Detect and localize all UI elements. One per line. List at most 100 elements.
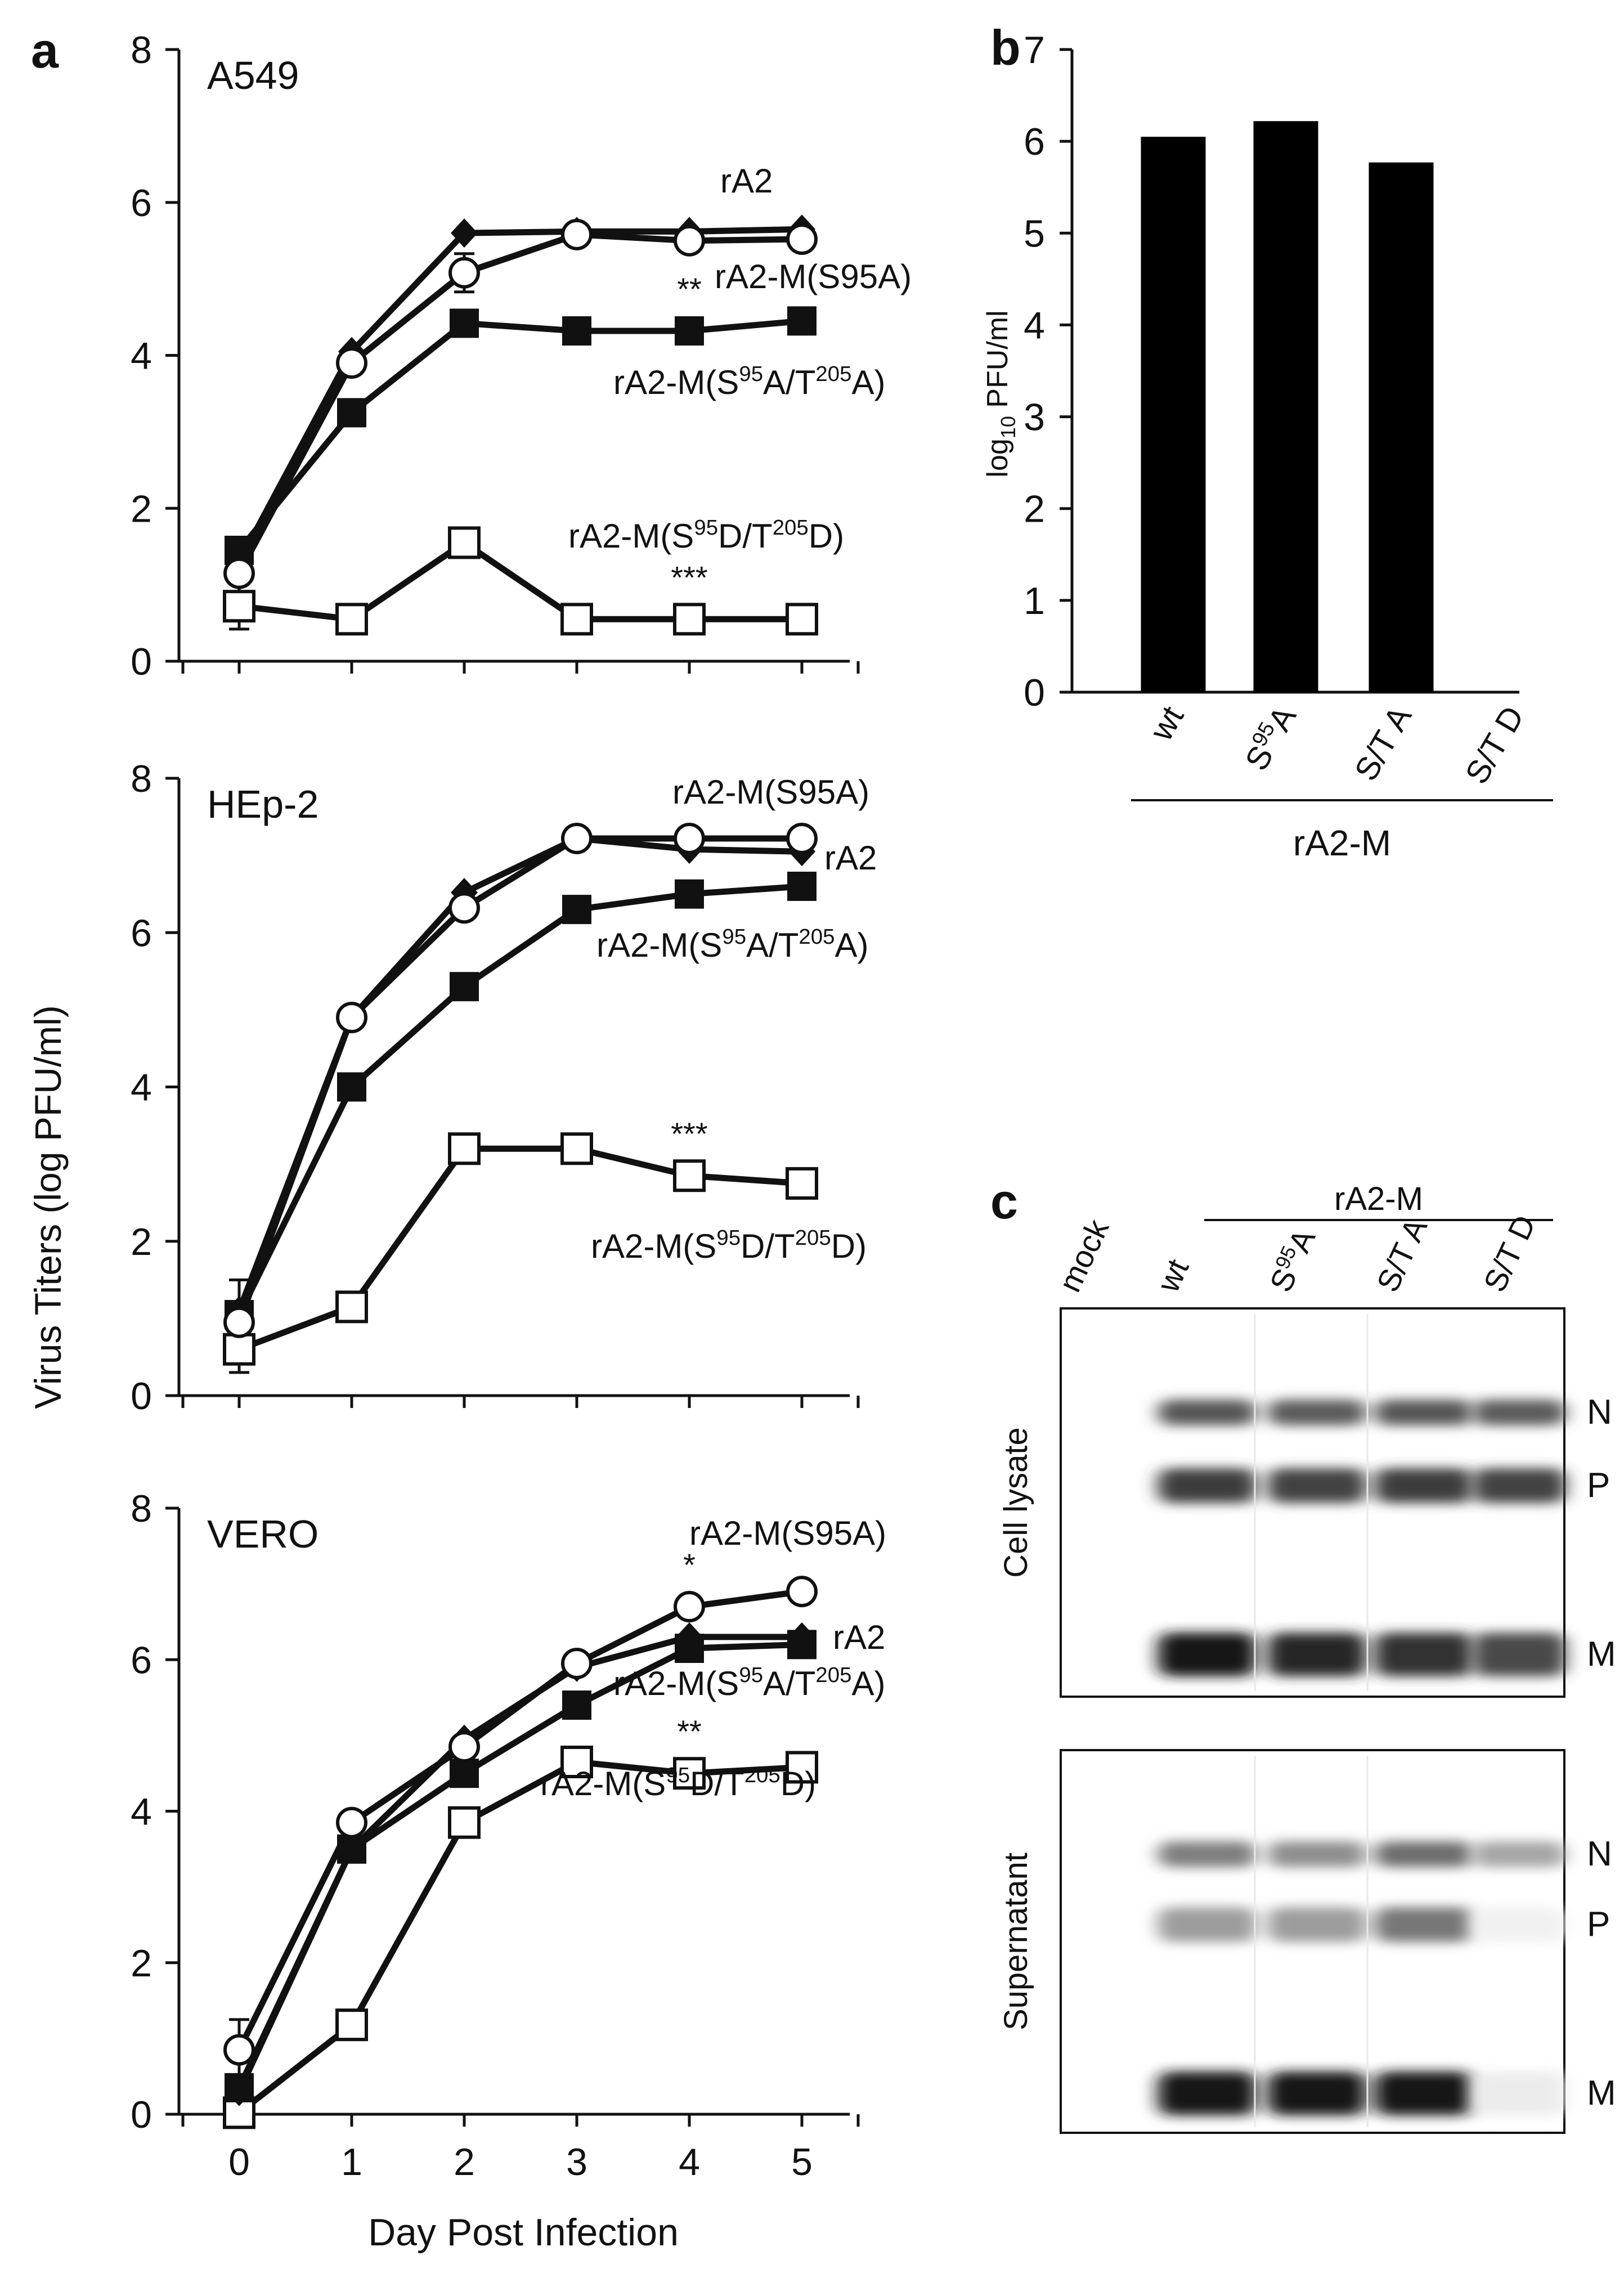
series-label-end: A) (851, 1665, 885, 1702)
y-axis-label: Virus Titers (log PFU/ml) (27, 1005, 69, 1409)
blot-band (1267, 1400, 1366, 1425)
y-tick-label: 6 (131, 1639, 152, 1681)
line-charts: 02468A549rA2rA2-M(S95A)rA2-M(S95A/T205A)… (131, 29, 912, 2183)
series-label-sup2: 205 (798, 925, 835, 949)
x-tick-label: 5 (791, 2141, 813, 2183)
y-tick-label: 0 (131, 2093, 152, 2136)
series-label-sup: 95 (694, 515, 718, 540)
series-line (237, 1759, 802, 2115)
blot-protein-label: P (1587, 1466, 1610, 1505)
bar-category-label: S/T D (1458, 700, 1531, 790)
series-label: rA2 (720, 162, 773, 200)
blot-sample-label: Cell lysate (998, 1427, 1034, 1578)
series-label: rA2-M(S95A) (689, 1514, 886, 1552)
bar (1369, 162, 1434, 692)
series-line (236, 231, 802, 575)
series-label: rA2-M(S95A) (715, 258, 912, 295)
blot-band (1473, 1841, 1566, 1867)
data-point-open-square (673, 1159, 706, 1192)
y-tick-label: 2 (131, 1942, 152, 1985)
series-label-end: A) (851, 364, 885, 401)
blot-protein-label: M (1587, 1635, 1616, 1674)
data-point-diamond (788, 1622, 815, 1652)
data-point-filled-square (562, 1690, 591, 1720)
blot-lane-label-base: mock (1052, 1213, 1116, 1297)
data-point-open-circle (786, 223, 818, 255)
bar-category-label-base: S/T D (1458, 700, 1531, 790)
data-point-open-square (448, 1806, 481, 1839)
blot-sample-label: Supernatant (998, 1853, 1034, 2030)
data-point-open-square (223, 590, 255, 623)
blot-band (1158, 1468, 1257, 1503)
blot-protein-label: P (1587, 1905, 1610, 1944)
bar-y-axis-label-base: log (981, 438, 1014, 477)
data-point-open-square (560, 1745, 593, 1778)
blot-band (1267, 1841, 1366, 1867)
data-point-open-circle (336, 1002, 367, 1034)
blot-band (1473, 1633, 1566, 1676)
series-label: rA2 (833, 1618, 885, 1656)
bar-y-tick-label: 4 (1024, 304, 1045, 347)
series-label: rA2-M(S95A) (672, 773, 869, 811)
blot-band (1374, 1633, 1473, 1676)
bar-y-tick-label: 6 (1024, 120, 1045, 163)
bar-category-label: S95A (1237, 699, 1304, 777)
significance-annotation: ** (677, 271, 702, 307)
bar-y-axis-label-end: PFU/ml (981, 310, 1014, 416)
data-point-filled-square (450, 1759, 479, 1788)
series-label-end: D) (831, 1227, 867, 1265)
y-tick-label: 6 (131, 182, 152, 225)
bar-category-label-base: S/T A (1348, 700, 1419, 787)
series-label-base: rA2-M(S (613, 364, 739, 401)
series-label-mid: D/T (690, 1765, 744, 1802)
y-tick-label: 4 (131, 1791, 152, 1833)
series-label: rA2-M(S95A/T205A) (596, 925, 868, 964)
data-point-open-square (786, 1167, 818, 1200)
blot-band (1267, 1633, 1366, 1676)
y-tick-label: 8 (131, 29, 152, 71)
series-label: rA2-M(S95D/T205D) (540, 1763, 816, 1802)
bar-y-axis-label: log10 PFU/ml (981, 310, 1020, 477)
blot-band (1374, 1400, 1473, 1425)
x-axis-label: Day Post Infection (368, 2211, 679, 2254)
data-point-filled-square (562, 316, 591, 346)
significance-annotation: ** (677, 1714, 702, 1749)
data-point-open-square (560, 1132, 593, 1165)
blot-lane-label-base: S/T A (1370, 1213, 1434, 1297)
data-point-open-circle (561, 1647, 593, 1679)
data-point-open-square (560, 603, 593, 636)
y-tick-label: 6 (131, 912, 152, 954)
blot-band (1158, 2071, 1257, 2115)
x-tick-label: 1 (341, 2141, 362, 2183)
blot-band (1473, 1468, 1566, 1503)
data-point-filled-square (675, 879, 704, 909)
significance-annotation: * (683, 1547, 696, 1582)
series-label-mid: D/T (741, 1227, 795, 1265)
blot-lane-label-base: S/T D (1477, 1210, 1542, 1297)
blot-band (1374, 2071, 1473, 2115)
blot-band (1374, 1841, 1473, 1867)
panel-label-c: c (990, 1173, 1018, 1229)
significance-annotation: *** (671, 1116, 707, 1151)
series-line (236, 1641, 802, 2089)
bar-y-tick-label: 1 (1024, 580, 1045, 622)
series-label-sup: 95 (722, 925, 746, 949)
blot-band (1473, 1907, 1566, 1942)
series-label-end: A) (835, 926, 868, 964)
blot-band (1158, 1633, 1257, 1676)
y-tick-label: 2 (131, 1221, 152, 1263)
data-point-open-circle (448, 892, 480, 924)
line-chart-A549: 02468A549rA2rA2-M(S95A)rA2-M(S95A/T205A)… (131, 29, 912, 683)
series-label: rA2-M(S95A/T205A) (613, 1663, 885, 1702)
blot-lane-label: wt (1150, 1253, 1195, 1298)
series-line (236, 1588, 802, 2052)
y-tick-label: 2 (131, 487, 152, 530)
blot-band (1267, 1907, 1366, 1942)
series-label-base: rA2-M(S95A) (689, 1514, 886, 1552)
panel-label-a: a (31, 23, 59, 78)
series-label-base: rA2-M(S (568, 517, 694, 555)
blot-protein-label: N (1587, 1835, 1612, 1873)
series-label-end: D) (809, 517, 844, 555)
blot-band (1473, 2071, 1566, 2115)
